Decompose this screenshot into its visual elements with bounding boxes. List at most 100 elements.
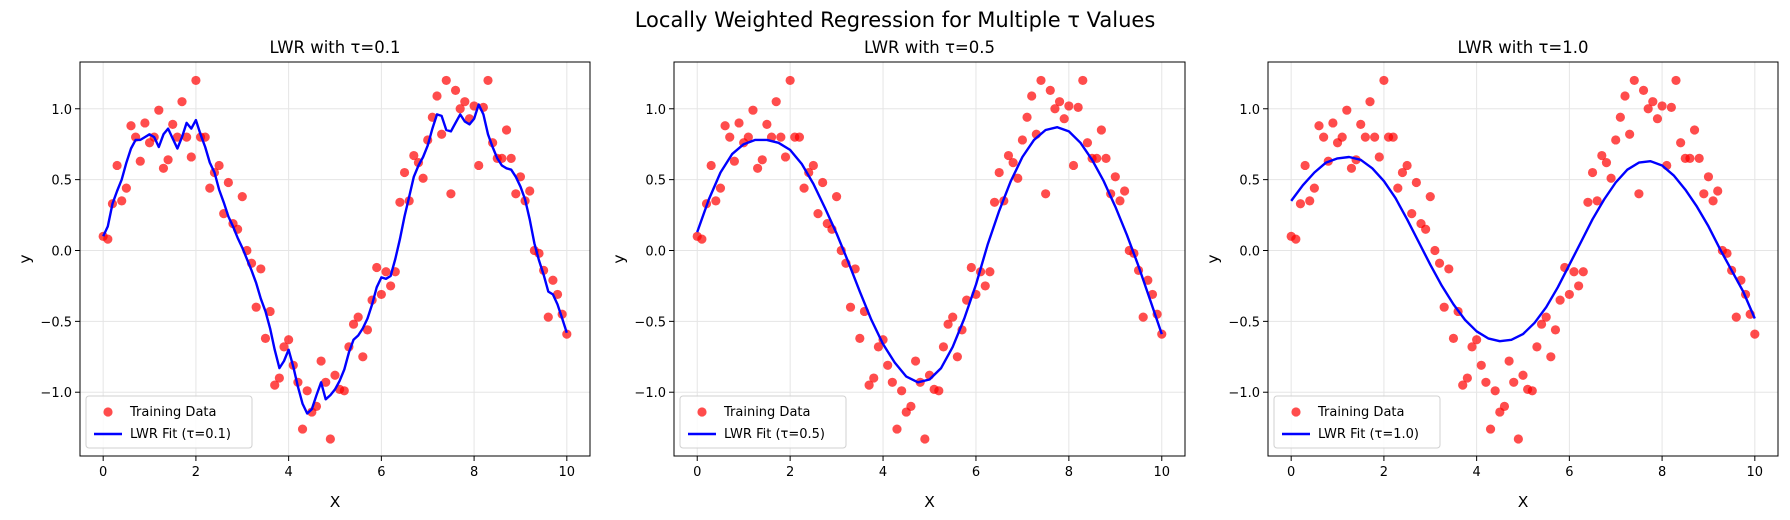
training-point: [1439, 302, 1449, 312]
legend-marker-training: [103, 407, 113, 417]
training-point: [1036, 75, 1046, 86]
training-point: [1583, 197, 1593, 207]
training-point: [1555, 295, 1565, 305]
training-point: [1022, 112, 1032, 122]
training-point: [172, 132, 182, 142]
panel-title: LWR with τ=0.5: [864, 38, 995, 57]
training-point: [126, 121, 136, 131]
training-point: [168, 119, 178, 129]
training-point: [321, 377, 331, 387]
training-point: [1490, 386, 1500, 396]
y-tick-label: 0.5: [51, 174, 72, 189]
training-point: [1300, 160, 1310, 171]
training-point: [920, 434, 930, 444]
training-point: [771, 97, 781, 107]
legend-marker-training: [697, 407, 707, 417]
training-point: [1448, 333, 1459, 343]
training-point: [1319, 132, 1329, 142]
training-point: [437, 129, 447, 139]
training-point: [864, 380, 874, 390]
training-point: [1115, 196, 1125, 206]
training-point: [845, 302, 856, 312]
training-point: [1328, 118, 1338, 128]
training-point: [279, 342, 289, 352]
training-point: [316, 356, 326, 366]
axes-frame: [79, 61, 591, 457]
x-tick-label: 0: [693, 465, 701, 480]
training-point: [1096, 125, 1106, 135]
training-point: [943, 319, 953, 329]
training-point: [1476, 360, 1486, 370]
y-axis-label: y: [16, 254, 34, 263]
legend-label-training: Training Data: [723, 405, 810, 420]
training-point: [1082, 138, 1093, 148]
training-point: [1504, 356, 1514, 366]
training-point: [1689, 125, 1700, 135]
training-point: [1425, 192, 1435, 202]
training-point: [1054, 97, 1065, 107]
training-point: [1699, 189, 1709, 199]
training-point: [892, 424, 902, 434]
training-point: [1527, 386, 1537, 396]
training-point: [543, 312, 553, 322]
training-point: [1685, 153, 1695, 163]
x-tick-label: 0: [1287, 465, 1295, 480]
training-point: [753, 163, 763, 173]
training-point: [1731, 312, 1741, 322]
training-point: [1467, 342, 1477, 352]
training-point: [1305, 196, 1315, 206]
training-point: [1388, 132, 1398, 142]
training-point: [1708, 196, 1718, 206]
training-point: [284, 335, 294, 345]
panel-3: 0 2 4 6 8 10 −1.0 −0.5 0.0 0.5 1.0 LWR with τ=1.0 Xy…: [1204, 38, 1779, 511]
training-point: [762, 119, 772, 129]
training-point: [1532, 342, 1542, 352]
training-point: [938, 342, 949, 352]
training-point: [1587, 167, 1598, 178]
x-tick-label: 4: [879, 465, 887, 480]
axes-frame: [673, 61, 1186, 457]
training-point: [1462, 373, 1472, 383]
training-point: [720, 121, 730, 131]
training-point: [948, 312, 958, 322]
x-tick-label: 8: [1065, 465, 1073, 480]
training-point: [302, 386, 312, 396]
training-point: [1676, 138, 1686, 148]
training-point: [794, 132, 805, 142]
training-point: [1444, 264, 1454, 274]
training-point: [966, 262, 976, 273]
training-point: [1546, 352, 1556, 362]
training-point: [1629, 75, 1639, 86]
training-point: [260, 333, 271, 343]
training-point: [441, 75, 451, 86]
training-point: [135, 156, 145, 166]
training-point: [1564, 289, 1574, 300]
training-point: [474, 160, 484, 171]
y-axis-label: y: [610, 254, 628, 263]
training-point: [353, 312, 363, 322]
training-point: [214, 160, 224, 171]
panel-2: 0 2 4 6 8 10 −1.0 −0.5 0.0 0.5 1.0 LWR with τ=0.5 Xy…: [610, 38, 1186, 511]
x-tick-label: 6: [1565, 465, 1573, 480]
training-point: [1713, 186, 1723, 196]
training-point: [1620, 91, 1630, 101]
training-points: [98, 75, 572, 444]
training-point: [274, 373, 284, 383]
training-point: [1041, 189, 1051, 199]
training-point: [776, 132, 786, 142]
y-tick-label: 0.0: [51, 244, 72, 259]
training-point: [994, 167, 1004, 178]
y-tick-label: −0.5: [1228, 315, 1260, 330]
training-point: [715, 183, 726, 193]
legend: Training Data LWR Fit (τ=1.0): [1273, 395, 1441, 449]
training-point: [446, 189, 456, 199]
training-point: [409, 150, 419, 161]
training-point: [1458, 380, 1468, 390]
training-point: [1078, 75, 1088, 86]
y-tick-label: 0.5: [1239, 174, 1260, 189]
x-tick-label: 8: [470, 465, 478, 480]
training-point: [501, 125, 512, 135]
training-point: [980, 281, 990, 291]
training-point: [989, 197, 1000, 207]
